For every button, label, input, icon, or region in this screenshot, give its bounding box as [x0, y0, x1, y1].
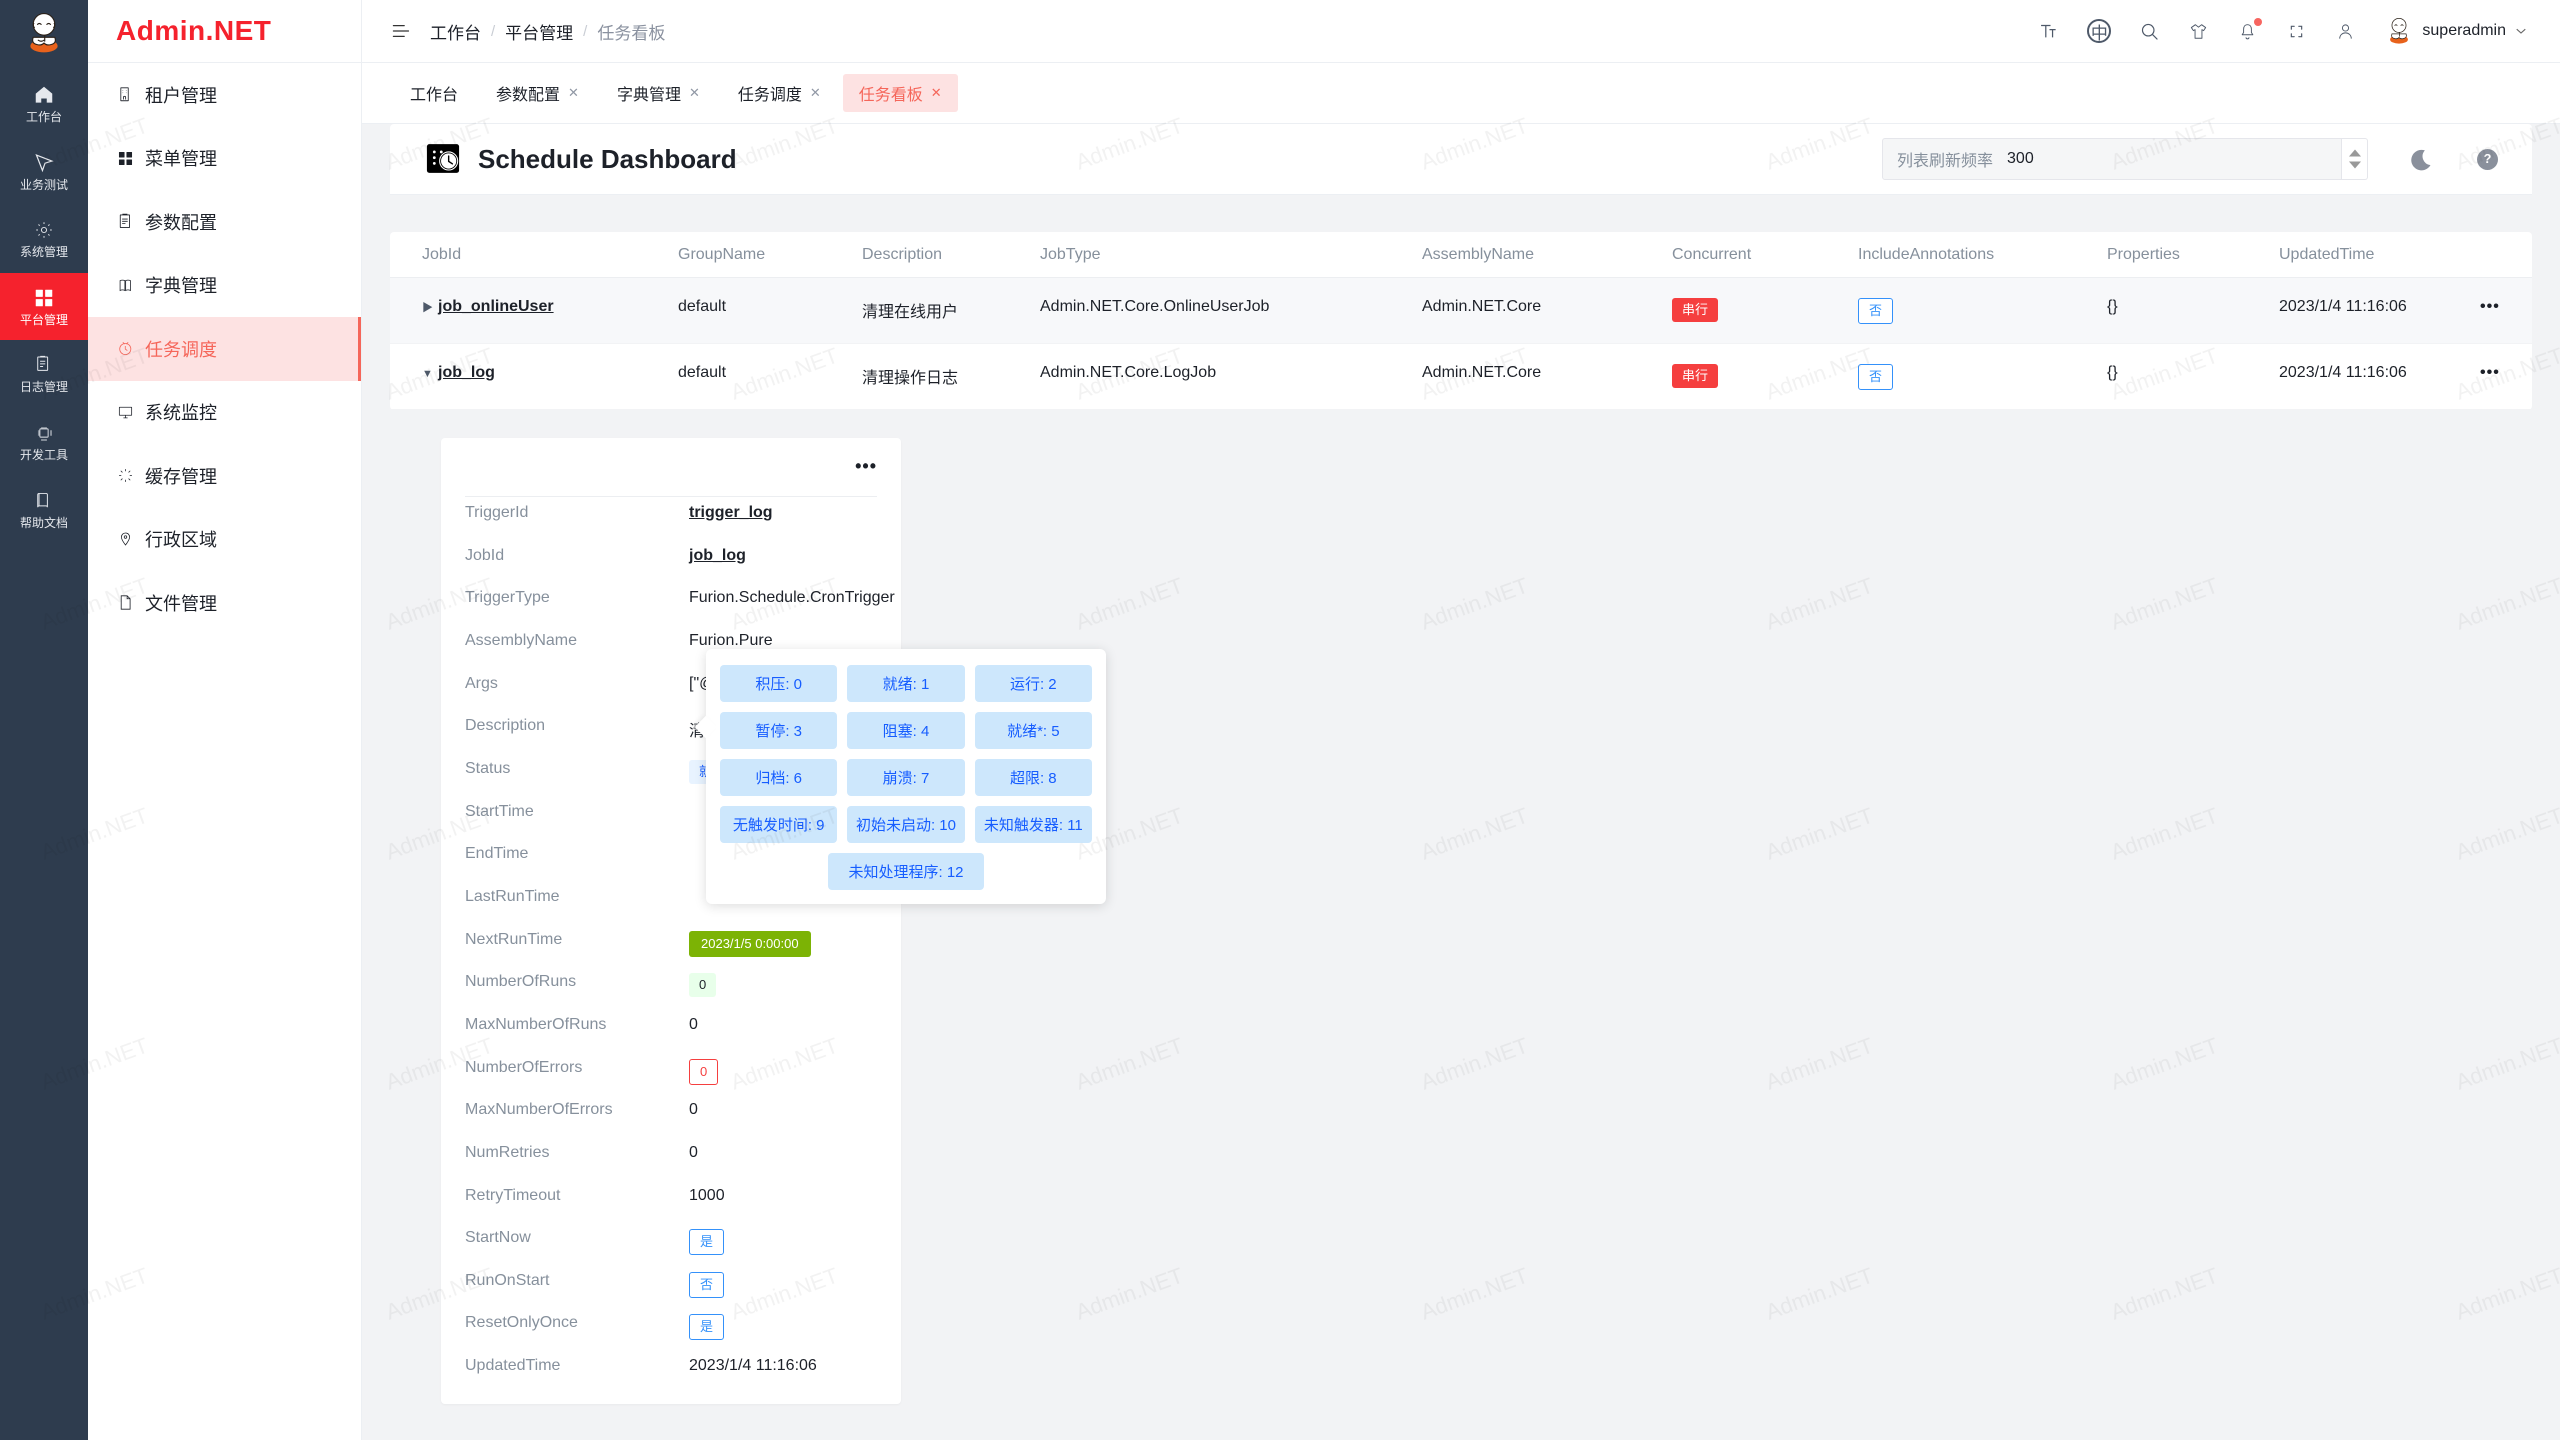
svg-text:?: ?: [2483, 152, 2491, 166]
